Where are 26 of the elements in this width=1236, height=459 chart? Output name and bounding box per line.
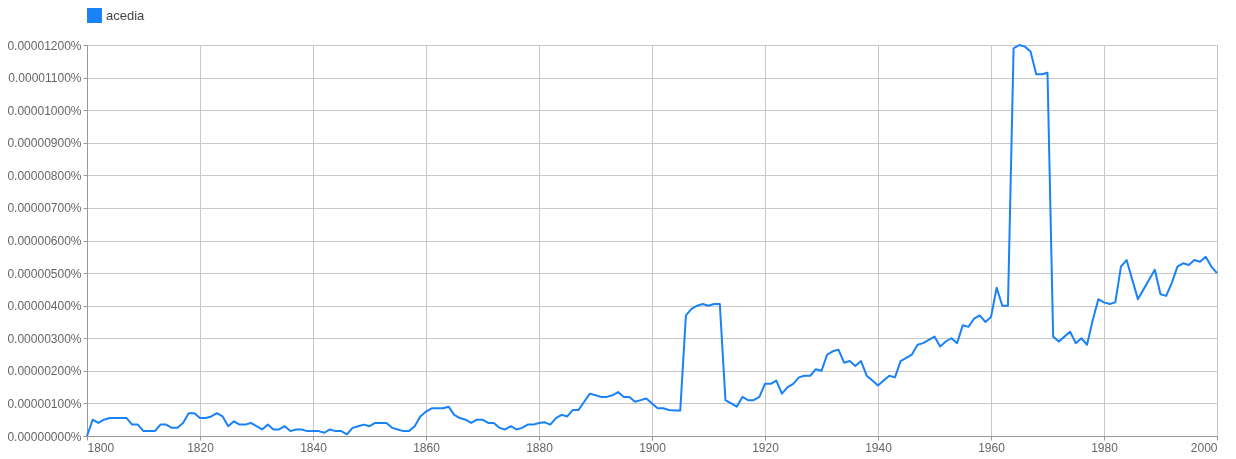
y-tick-label: 0.00000300% [7, 331, 82, 346]
y-tick-label: 0.00000600% [7, 234, 82, 248]
x-tick-label: 1840 [300, 440, 328, 455]
x-tick-label: 1940 [865, 440, 893, 455]
y-tick-label: 0.00001200% [7, 38, 82, 53]
x-tick-label: 1920 [752, 440, 780, 455]
x-tick-label: 1900 [639, 440, 667, 455]
y-tick-label: 0.00000000% [7, 429, 82, 444]
y-tick-label: 0.00000100% [7, 396, 82, 411]
line-series [86, 44, 1218, 437]
y-tick-label: 0.00001000% [7, 103, 82, 118]
y-tick-label: 0.00000800% [7, 168, 82, 183]
x-tick-label: 2000 [1190, 440, 1218, 455]
x-tick-label: 1880 [526, 440, 554, 455]
y-tick-label: 0.00000900% [7, 136, 82, 151]
x-tick-label: 1800 [87, 440, 115, 455]
x-tick-label: 1860 [413, 440, 441, 455]
legend-label: acedia [106, 7, 146, 23]
y-tick-label: 0.00000700% [7, 201, 82, 216]
y-tick-label: 0.00001100% [8, 71, 82, 86]
x-tick-label: 1960 [978, 440, 1006, 455]
y-tick-label: 0.00000400% [7, 299, 82, 314]
y-tick-label: 0.00000200% [7, 364, 82, 379]
y-tick-label: 0.00000500% [7, 266, 82, 281]
x-tick-label: 1820 [187, 440, 215, 455]
x-tick-label: 1980 [1091, 440, 1119, 455]
